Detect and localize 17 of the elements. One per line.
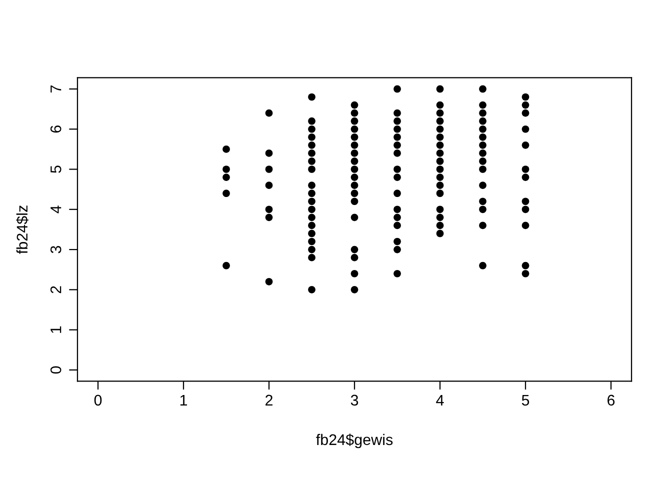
y-tick-label: 5 [50,166,62,173]
y-tick-label: 3 [50,246,62,254]
x-tick-label: 4 [436,394,444,406]
y-tick-label: 0 [50,366,62,374]
y-tick-label: 6 [50,126,62,133]
x-tick-label: 2 [266,394,272,406]
y-tick-label: 4 [50,206,62,214]
x-axis-title: fb24$gewis [316,434,393,448]
x-tick-label: 5 [522,394,530,406]
x-tick-label: 0 [94,394,102,406]
x-tick-label: 3 [350,394,358,406]
y-tick-label: 7 [50,86,62,92]
x-tick-label: 1 [180,394,188,406]
x-tick-label: 6 [608,394,615,406]
y-tick-label: 2 [50,286,62,294]
y-axis-title: fb24$lz [16,206,28,254]
y-tick-label: 1 [50,326,62,333]
